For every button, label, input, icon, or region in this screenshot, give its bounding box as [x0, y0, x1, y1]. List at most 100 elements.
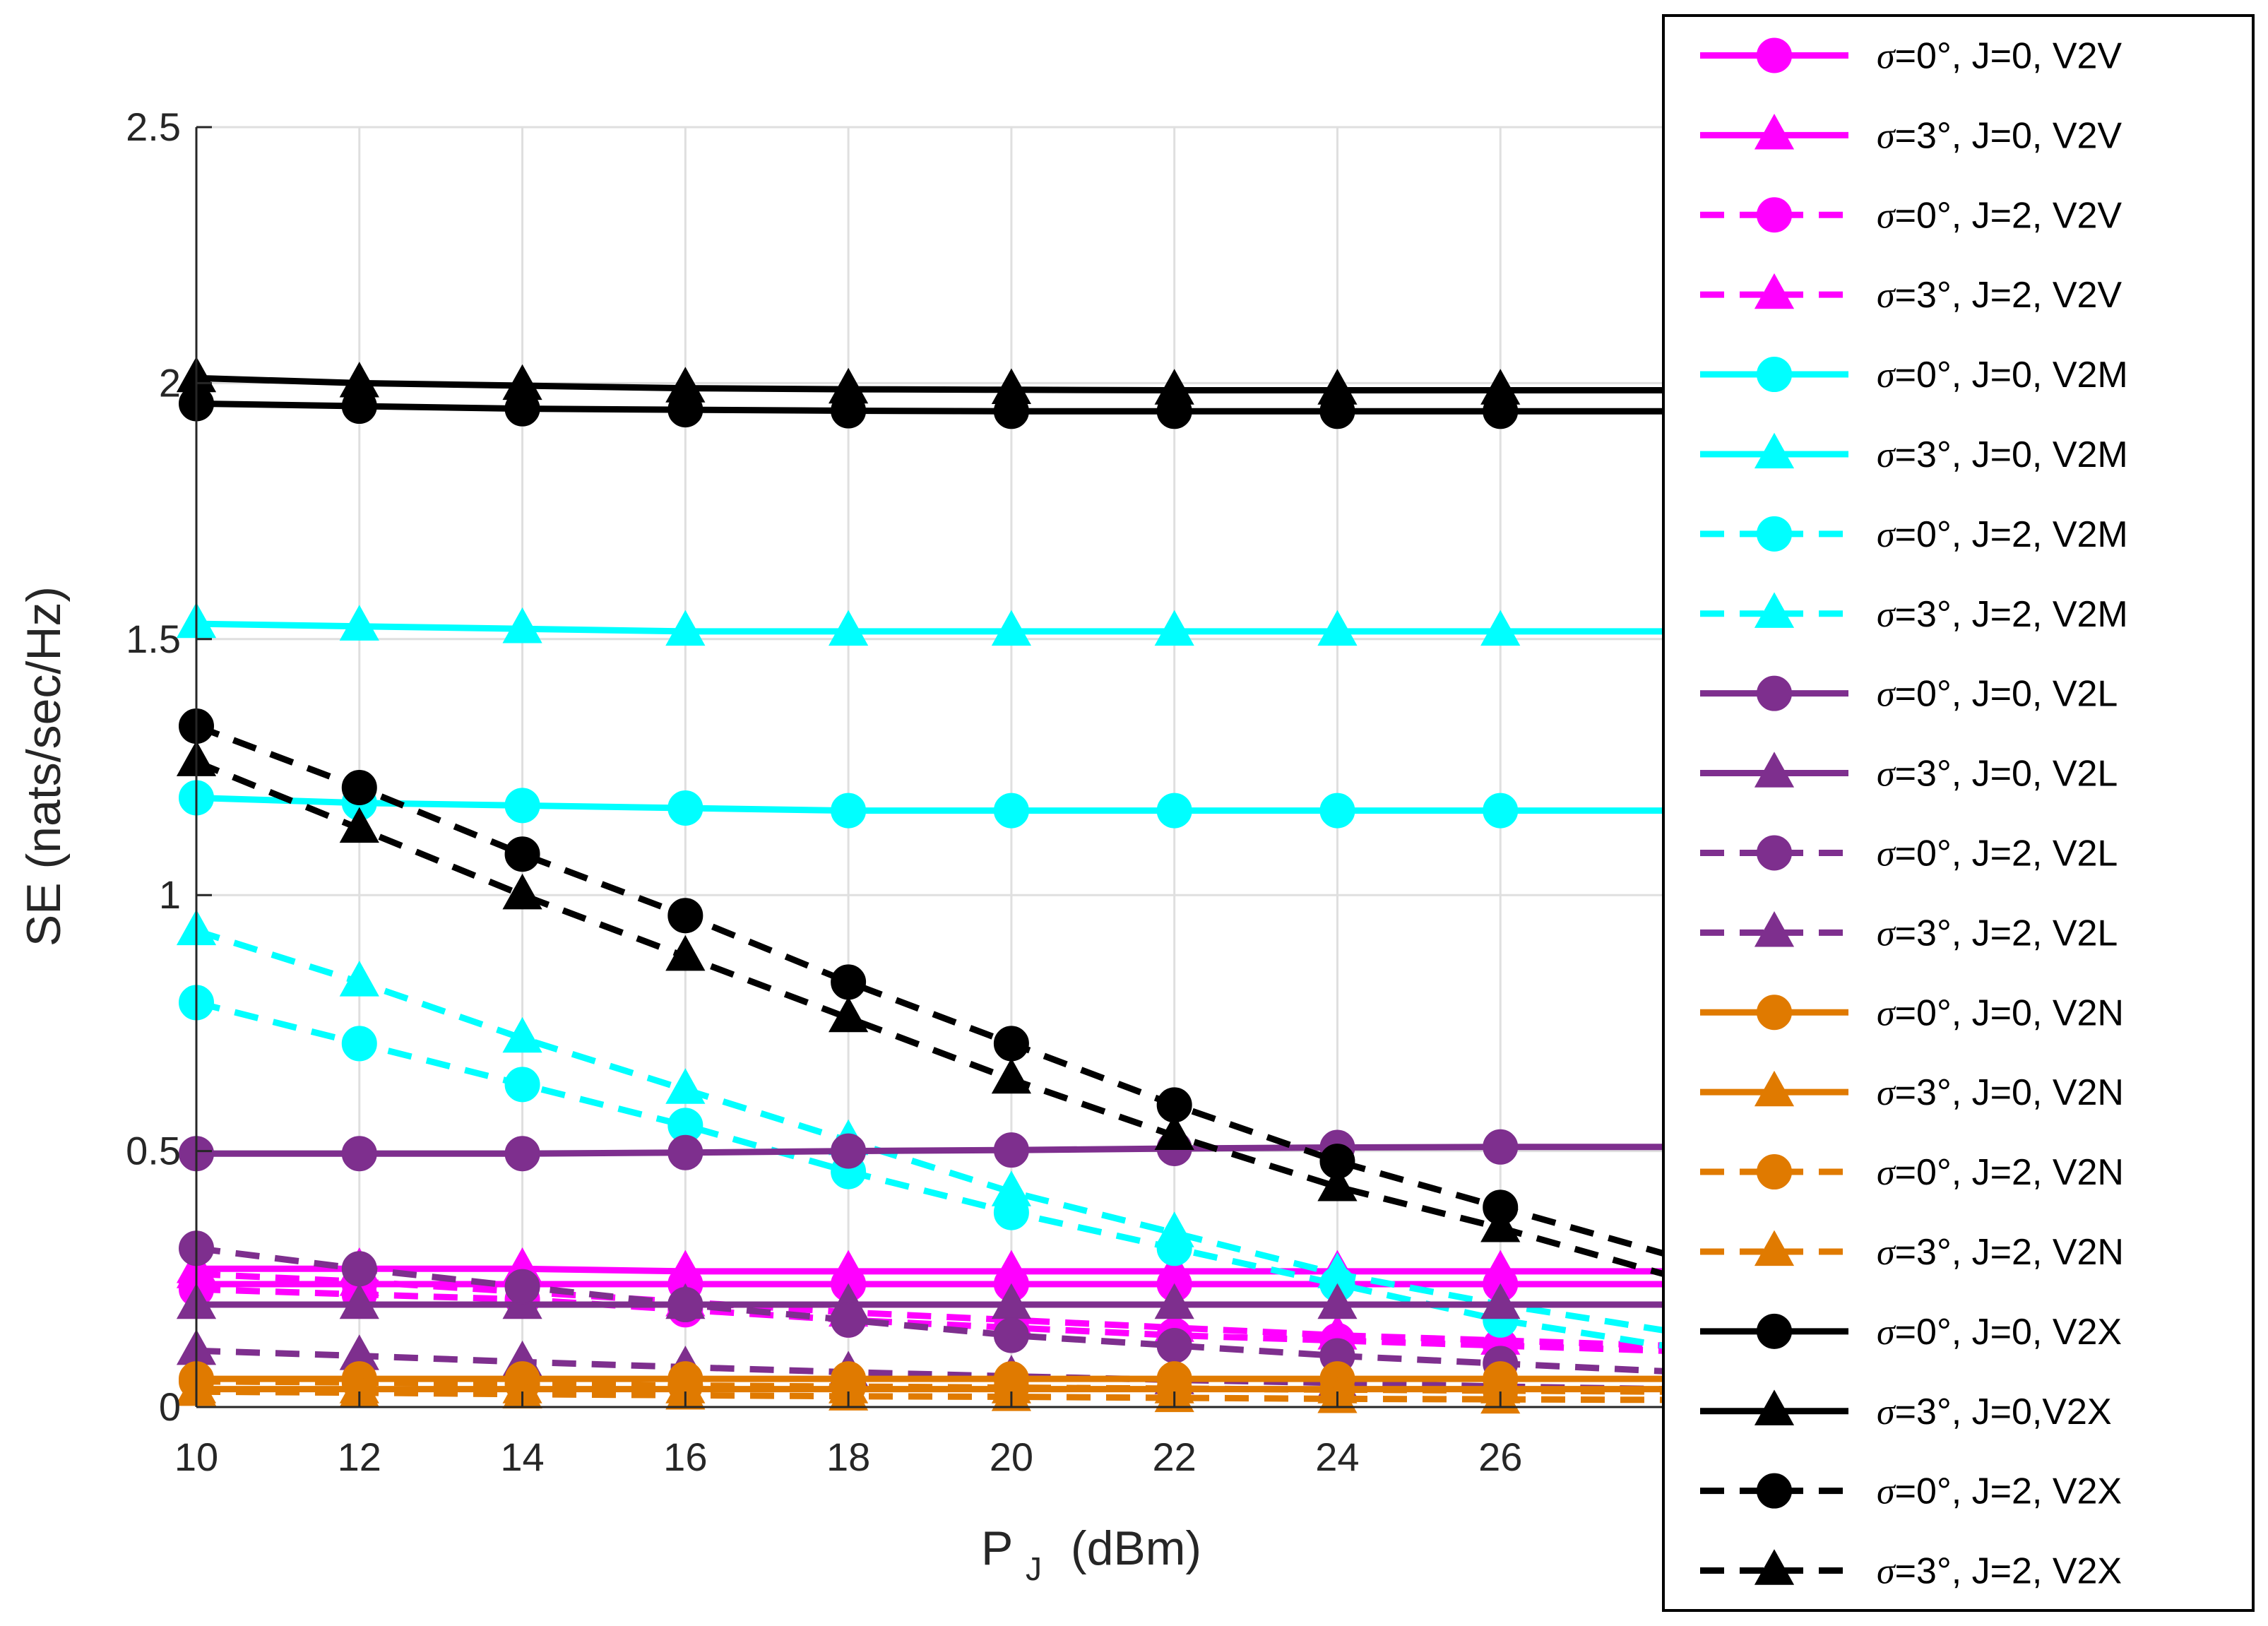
data-point: [665, 1068, 706, 1104]
data-point: [341, 1136, 377, 1172]
legend-label-text: =0°, J=0, V2N: [1895, 992, 2124, 1033]
legend-marker-sample: [1754, 1070, 1795, 1107]
legend-entry: σ=3°, J=2, V2X: [1700, 1549, 2122, 1592]
data-point: [339, 961, 379, 997]
legend-label-text: =0°, J=2, V2N: [1895, 1152, 2124, 1193]
data-point: [502, 607, 542, 643]
series-group: [176, 602, 1663, 646]
legend-marker-sample: [1757, 197, 1792, 233]
legend-label: σ=0°, J=2, V2V: [1877, 195, 2122, 236]
legend-label-text: =3°, J=0,V2X: [1895, 1391, 2112, 1432]
data-point: [1483, 793, 1519, 829]
series-line: [196, 1245, 1663, 1375]
legend-label-sigma: σ: [1877, 355, 1896, 396]
series-line: [196, 1347, 1663, 1393]
x-axis-label: P J (dBm): [981, 1521, 1201, 1591]
data-point: [502, 873, 542, 910]
x-tick-label: 20: [990, 1435, 1033, 1479]
legend-label: σ=0°, J=2, V2L: [1877, 833, 2118, 874]
data-point: [341, 1251, 377, 1287]
legend-entry: σ=3°, J=2, V2N: [1700, 1230, 2124, 1273]
legend-label-sigma: σ: [1877, 515, 1896, 555]
data-point: [667, 898, 703, 934]
legend-entry: σ=0°, J=2, V2X: [1700, 1471, 2122, 1512]
legend-label-sigma: σ: [1877, 1392, 1896, 1432]
legend-label-sigma: σ: [1877, 675, 1896, 715]
legend-marker-sample: [1757, 675, 1792, 711]
legend-marker-sample: [1754, 1549, 1795, 1585]
legend-marker-sample: [1754, 1389, 1795, 1425]
legend-marker-sample: [1757, 37, 1792, 73]
legend-marker-sample: [1754, 752, 1795, 788]
legend-label: σ=3°, J=2, V2L: [1877, 913, 2118, 954]
legend-label-sigma: σ: [1877, 435, 1896, 475]
legend-label-text: =3°, J=0, V2M: [1895, 434, 2128, 475]
legend-marker-sample: [1757, 1154, 1792, 1190]
x-tick-label: 10: [174, 1435, 218, 1479]
legend-entry: σ=0°, J=0, V2M: [1700, 355, 2128, 396]
data-point: [993, 793, 1029, 829]
data-point: [341, 769, 377, 805]
x-tick-label: 14: [500, 1435, 544, 1479]
legend-label: σ=3°, J=2, V2M: [1877, 594, 2128, 635]
legend-marker-sample: [1754, 911, 1795, 947]
legend-label-sigma: σ: [1877, 833, 1896, 874]
legend-entry: σ=0°, J=0, V2N: [1700, 992, 2124, 1033]
x-tick-label: 16: [663, 1435, 707, 1479]
data-point: [504, 788, 540, 824]
legend-entry: σ=0°, J=2, V2M: [1700, 514, 2128, 555]
legend-entry: σ=3°, J=0, V2L: [1700, 752, 2118, 795]
legend-label: σ=0°, J=2, V2M: [1877, 514, 2128, 555]
series-clip-group: [176, 356, 1663, 1414]
data-point: [1480, 1283, 1521, 1319]
y-tick-label: 0.5: [126, 1129, 181, 1173]
legend-label: σ=0°, J=0, V2M: [1877, 355, 2128, 396]
legend-entry: σ=0°, J=2, V2V: [1700, 195, 2122, 236]
data-point: [991, 1170, 1031, 1206]
data-point: [504, 1269, 540, 1305]
series-line: [195, 927, 1663, 1334]
y-tick-label: 0: [159, 1384, 181, 1429]
legend-label-sigma: σ: [1877, 595, 1896, 635]
legend-label: σ=3°, J=0, V2N: [1877, 1072, 2124, 1113]
legend-entry: σ=0°, J=2, V2N: [1700, 1152, 2124, 1193]
series-group: [176, 356, 1663, 405]
data-point: [1154, 610, 1194, 646]
series-layer: [176, 356, 1663, 1414]
legend-label-sigma: σ: [1877, 754, 1896, 795]
legend-label-text: =3°, J=0, V2V: [1895, 115, 2122, 156]
legend-entry: σ=3°, J=2, V2M: [1700, 592, 2128, 635]
legend-entry: σ=0°, J=0, V2X: [1700, 1312, 2122, 1353]
data-point: [993, 1026, 1029, 1062]
legend-label-text: =0°, J=2, V2M: [1895, 514, 2128, 555]
legend-label-sigma: σ: [1877, 1472, 1896, 1512]
legend-label-text: =0°, J=0, V2L: [1895, 674, 2118, 715]
data-point: [831, 964, 867, 1000]
legend-label: σ=3°, J=0, V2L: [1877, 754, 2118, 795]
data-point: [339, 362, 379, 398]
data-point: [665, 610, 706, 646]
legend-entry: σ=3°, J=0, V2N: [1700, 1070, 2124, 1113]
legend-label-sigma: σ: [1877, 36, 1896, 76]
series-group: [179, 780, 1663, 829]
legend-label-sigma: σ: [1877, 196, 1896, 236]
legend-label: σ=0°, J=2, V2X: [1877, 1471, 2122, 1512]
legend-label: σ=3°, J=0, V2V: [1877, 115, 2122, 156]
legend-marker-sample: [1757, 995, 1792, 1031]
data-point: [1480, 369, 1521, 405]
legend-label: σ=3°, J=0,V2X: [1877, 1391, 2112, 1432]
x-axis-label-unit: (dBm): [1071, 1521, 1201, 1575]
legend-entry: σ=0°, J=2, V2L: [1700, 833, 2118, 874]
data-point: [504, 1067, 540, 1103]
data-point: [1480, 610, 1521, 646]
series-group: [176, 740, 1663, 1277]
legend-entry: σ=3°, J=2, V2L: [1700, 911, 2118, 954]
series-line: [196, 374, 1663, 393]
legend-label-text: =0°, J=0, V2X: [1895, 1312, 2122, 1353]
data-point: [339, 807, 379, 843]
series-line: [196, 1265, 1663, 1275]
y-tick-label: 1.5: [126, 617, 181, 661]
data-point: [667, 1287, 703, 1323]
data-point: [1317, 369, 1358, 405]
